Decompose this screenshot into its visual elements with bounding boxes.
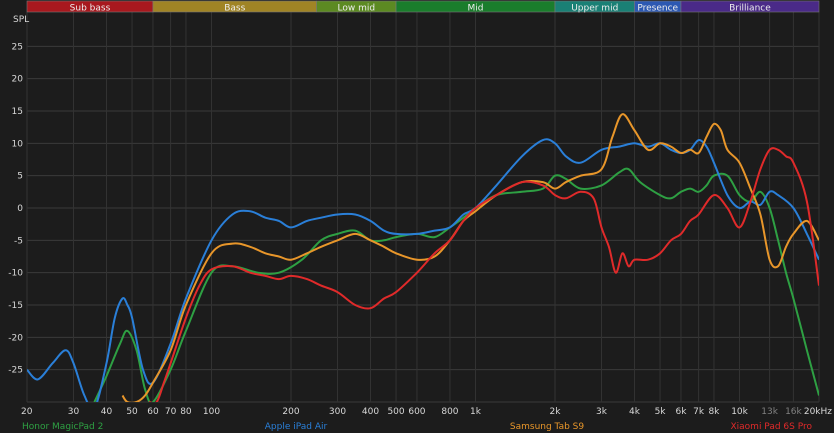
x-tick-label: 200: [282, 407, 299, 417]
x-tick-label: 100: [203, 407, 220, 417]
band-label: Low mid: [338, 4, 376, 14]
x-tick-label: 10k: [731, 407, 748, 417]
x-tick-label: 1k: [470, 407, 482, 417]
series-line-3: [121, 113, 819, 402]
y-tick-label: -10: [8, 269, 23, 279]
x-tick-label: 500: [387, 407, 404, 417]
y-tick-label: -25: [8, 366, 23, 376]
band-label: Bass: [224, 4, 245, 14]
x-tick-label: 6k: [675, 407, 687, 417]
series-line-1: [93, 167, 819, 402]
x-tick-label: 400: [362, 407, 379, 417]
y-axis-ticks: 25 20 15 10 5 0 -5 -10 -15 -20 -25: [8, 42, 23, 375]
x-tick-label: 13k: [761, 407, 778, 417]
x-axis-ticks: 20 30 40 50 60 70 80 100 200 300 400 500 600 800 1k 2k 3…: [21, 407, 832, 417]
band-label: Upper mid: [571, 4, 618, 14]
x-tick-label: 5k: [655, 407, 667, 417]
x-tick-label: 2k: [550, 407, 562, 417]
x-tick-label: 40: [101, 407, 113, 417]
y-tick-label: 5: [17, 172, 23, 182]
legend-entry: Honor MagicPad 2: [22, 422, 103, 432]
legend-entry: Xiaomi Pad 6S Pro: [730, 422, 812, 432]
band-label: Brilliance: [729, 4, 771, 14]
x-tick-label: 3k: [596, 407, 608, 417]
band-label: Sub bass: [70, 4, 111, 14]
x-tick-label: 80: [180, 407, 192, 417]
y-tick-label: 10: [12, 139, 24, 149]
y-tick-label: -5: [14, 236, 23, 246]
series-line-2: [27, 138, 819, 402]
y-tick-label: 15: [12, 107, 23, 117]
frequency-bands: Sub bass Bass Low mid Mid Upper mid Presence B…: [26, 0, 820, 14]
y-axis-label: SPL: [13, 15, 29, 25]
x-tick-label: 20: [21, 407, 33, 417]
legend: Honor MagicPad 2 Apple iPad Air Samsung Ta…: [22, 422, 812, 432]
x-tick-label: 60: [147, 407, 159, 417]
x-tick-label: 50: [126, 407, 138, 417]
x-tick-label: 300: [329, 407, 346, 417]
x-tick-label: 800: [441, 407, 458, 417]
y-tick-label: -20: [8, 333, 23, 343]
series-line-4: [149, 147, 819, 402]
legend-entry: Samsung Tab S9: [510, 422, 584, 432]
x-tick-label: 16k: [785, 407, 802, 417]
band-label: Mid: [468, 4, 484, 14]
y-tick-label: 0: [17, 204, 23, 214]
x-tick-label: 70: [165, 407, 177, 417]
legend-entry: Apple iPad Air: [265, 422, 328, 432]
band-brilliance: [680, 0, 820, 13]
x-tick-label: 30: [68, 407, 80, 417]
y-tick-label: -15: [8, 301, 23, 311]
band-label: Presence: [637, 4, 678, 14]
x-tick-label: 600: [408, 407, 425, 417]
x-tick-label: 4k: [629, 407, 641, 417]
x-tick-label: 8k: [708, 407, 720, 417]
grid: [26, 12, 820, 403]
x-tick-label: 20kHz: [804, 407, 832, 417]
series-lines: [27, 113, 819, 402]
y-tick-label: 25: [12, 42, 23, 52]
x-tick-label: 7k: [693, 407, 705, 417]
y-tick-label: 20: [12, 75, 24, 85]
